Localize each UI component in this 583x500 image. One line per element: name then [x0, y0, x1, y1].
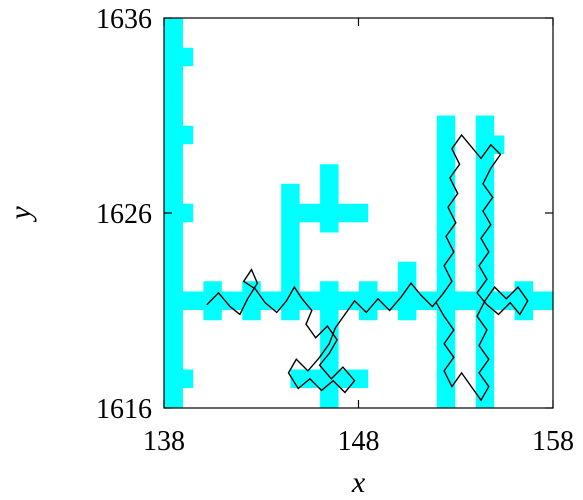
- y-axis-label: y: [4, 206, 37, 223]
- walk-path-line: [206, 133, 529, 402]
- x-tick-label: 148: [338, 426, 380, 457]
- walk-path-layer: [206, 133, 529, 402]
- ticks-layer: 138 148 158 1616 1626 1636: [96, 4, 574, 457]
- x-axis-label: x: [351, 466, 366, 499]
- lattice-layer: [164, 18, 553, 408]
- y-tick-label: 1636: [96, 4, 152, 35]
- x-tick-label: 158: [532, 426, 574, 457]
- x-tick-label: 138: [143, 426, 185, 457]
- y-tick-label: 1626: [96, 199, 152, 230]
- y-tick-label: 1616: [96, 394, 152, 425]
